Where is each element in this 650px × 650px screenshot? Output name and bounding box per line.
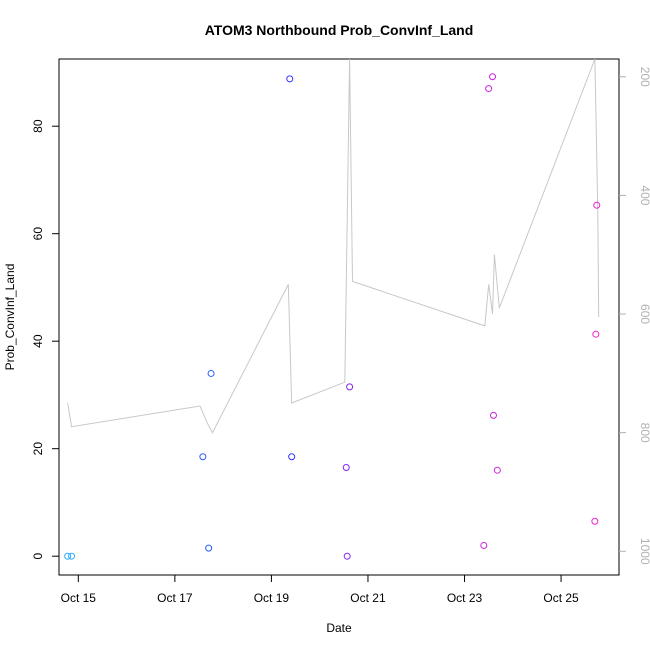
data-point <box>207 369 215 377</box>
x-axis-label: Date <box>326 621 352 635</box>
y-tick-label: 80 <box>31 119 45 133</box>
data-point <box>199 453 207 461</box>
data-point <box>485 85 493 93</box>
data-point <box>205 544 213 552</box>
data-point <box>342 464 350 471</box>
chart-title: ATOM3 Northbound Prob_ConvInf_Land <box>205 22 474 38</box>
x-tick-label: Oct 15 <box>61 591 97 605</box>
x-axis: Oct 15 Oct 17 Oct 19 Oct 21 Oct 23 Oct 25 <box>61 575 579 605</box>
x-tick-label: Oct 23 <box>447 591 483 605</box>
y-axis-label: Prob_ConvInf_Land <box>3 264 17 371</box>
y-tick-label: 60 <box>31 227 45 241</box>
data-point <box>591 517 599 525</box>
line-series-path <box>67 58 600 434</box>
data-point <box>68 552 76 560</box>
plot-frame <box>58 58 620 576</box>
x-tick-label: Oct 19 <box>254 591 290 605</box>
data-point <box>592 330 600 338</box>
x-tick-label: Oct 25 <box>543 591 579 605</box>
data-point <box>343 552 351 560</box>
data-point <box>346 383 354 391</box>
y-tick-label: 20 <box>31 442 45 456</box>
x-tick-label: Oct 21 <box>350 591 386 605</box>
y-tick-label: 0 <box>31 553 45 560</box>
y-axis-right: 200 400 600 800 1000 <box>619 67 650 565</box>
data-point <box>64 552 72 560</box>
data-point <box>286 75 294 83</box>
right-tick-label: 200 <box>638 67 650 87</box>
right-tick-label: 400 <box>638 185 650 205</box>
y-tick-label: 40 <box>31 334 45 348</box>
right-tick-label: 600 <box>638 304 650 324</box>
data-point <box>489 411 497 419</box>
x-tick-label: Oct 17 <box>157 591 193 605</box>
data-point <box>489 73 497 81</box>
y-axis: 0 20 40 60 80 <box>31 119 59 560</box>
data-point <box>593 201 601 209</box>
right-tick-label: 1000 <box>638 538 650 565</box>
data-point <box>493 466 501 474</box>
right-tick-label: 800 <box>638 423 650 443</box>
line-series <box>67 58 600 434</box>
point-series <box>64 73 601 560</box>
data-point <box>480 541 488 549</box>
data-point <box>288 453 296 461</box>
